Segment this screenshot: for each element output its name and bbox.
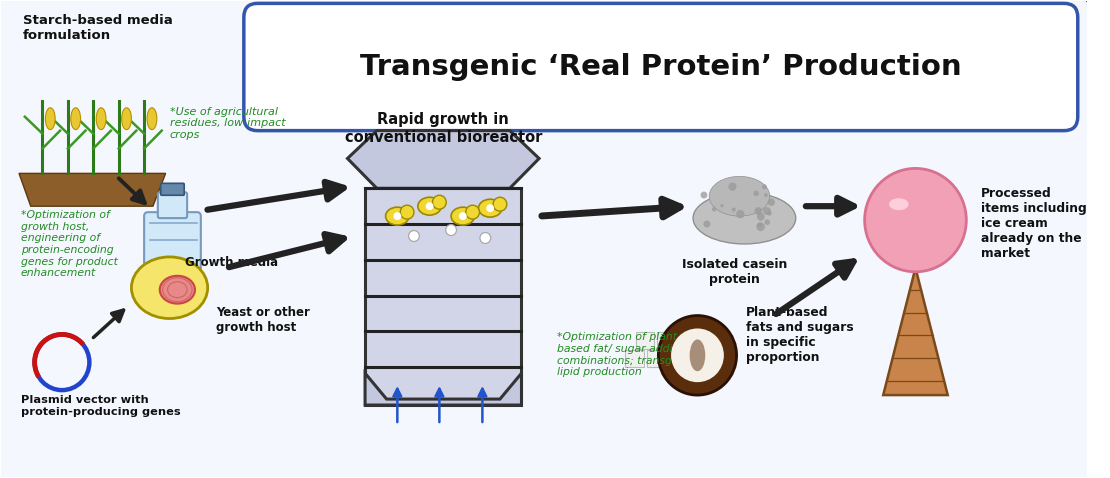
Ellipse shape xyxy=(385,207,410,225)
Text: *Optimization of plant-
based fat/ sugar additive
combinations; transgenic
lipid: *Optimization of plant- based fat/ sugar… xyxy=(557,333,694,377)
Circle shape xyxy=(731,207,736,212)
Circle shape xyxy=(757,223,761,227)
Text: Transgenic ‘Real Protein’ Production: Transgenic ‘Real Protein’ Production xyxy=(361,53,962,81)
Ellipse shape xyxy=(131,257,208,318)
Text: *Optimization of
growth host,
engineering of
protein-encoding
genes for product
: *Optimization of growth host, engineerin… xyxy=(21,210,118,278)
Text: Plant-based
fats and sugars
in specific
proportion: Plant-based fats and sugars in specific … xyxy=(746,305,854,364)
Ellipse shape xyxy=(147,108,157,130)
Text: Starch-based media
formulation: Starch-based media formulation xyxy=(23,14,173,43)
FancyBboxPatch shape xyxy=(625,350,644,367)
Ellipse shape xyxy=(122,108,131,130)
Circle shape xyxy=(672,328,724,382)
Circle shape xyxy=(408,230,420,241)
Circle shape xyxy=(393,212,401,220)
Circle shape xyxy=(764,193,768,197)
FancyBboxPatch shape xyxy=(647,350,665,367)
Circle shape xyxy=(728,183,737,191)
Text: Growth media: Growth media xyxy=(185,256,279,270)
Ellipse shape xyxy=(478,199,502,217)
Circle shape xyxy=(458,212,466,220)
Circle shape xyxy=(736,210,745,218)
Circle shape xyxy=(756,222,765,231)
Circle shape xyxy=(486,204,494,212)
FancyBboxPatch shape xyxy=(668,350,687,367)
Polygon shape xyxy=(365,373,522,405)
FancyBboxPatch shape xyxy=(636,333,655,349)
Ellipse shape xyxy=(689,339,705,371)
Circle shape xyxy=(480,232,491,243)
Circle shape xyxy=(446,225,456,236)
Circle shape xyxy=(425,202,434,210)
FancyBboxPatch shape xyxy=(244,3,1078,130)
Text: Rapid growth in
conventional bioreactor: Rapid growth in conventional bioreactor xyxy=(344,112,542,145)
Circle shape xyxy=(755,207,763,215)
Ellipse shape xyxy=(451,207,475,225)
Circle shape xyxy=(757,213,765,221)
Ellipse shape xyxy=(889,198,909,210)
Circle shape xyxy=(466,205,480,219)
Text: Yeast or other
growth host: Yeast or other growth host xyxy=(216,305,311,334)
Text: Isolated casein
protein: Isolated casein protein xyxy=(682,258,787,286)
Circle shape xyxy=(720,204,724,207)
Ellipse shape xyxy=(97,108,105,130)
Circle shape xyxy=(712,207,716,211)
FancyBboxPatch shape xyxy=(144,212,201,282)
Text: Plasmid vector with
protein-producing genes: Plasmid vector with protein-producing ge… xyxy=(21,395,181,417)
FancyBboxPatch shape xyxy=(657,333,676,349)
Circle shape xyxy=(763,185,767,189)
FancyBboxPatch shape xyxy=(158,192,188,218)
Circle shape xyxy=(765,219,770,225)
Circle shape xyxy=(768,198,775,206)
Circle shape xyxy=(754,191,759,196)
Circle shape xyxy=(493,197,507,211)
Circle shape xyxy=(433,195,446,209)
Ellipse shape xyxy=(46,108,56,130)
Circle shape xyxy=(763,207,770,215)
Text: Processed
items including
ice cream
already on the
market: Processed items including ice cream alre… xyxy=(981,186,1087,260)
Circle shape xyxy=(704,220,710,228)
Circle shape xyxy=(401,205,414,219)
Circle shape xyxy=(700,192,707,198)
Circle shape xyxy=(658,315,737,395)
FancyBboxPatch shape xyxy=(161,184,184,195)
Polygon shape xyxy=(347,130,539,188)
FancyBboxPatch shape xyxy=(365,188,522,405)
Circle shape xyxy=(767,211,771,216)
Circle shape xyxy=(865,168,967,272)
Text: *Use of agricultural
residues, low-impact
crops: *Use of agricultural residues, low-impac… xyxy=(170,107,285,140)
Ellipse shape xyxy=(709,176,770,216)
Polygon shape xyxy=(884,268,948,395)
Polygon shape xyxy=(19,174,165,206)
Ellipse shape xyxy=(160,276,195,304)
Ellipse shape xyxy=(71,108,81,130)
Ellipse shape xyxy=(693,192,796,244)
Ellipse shape xyxy=(417,197,442,215)
